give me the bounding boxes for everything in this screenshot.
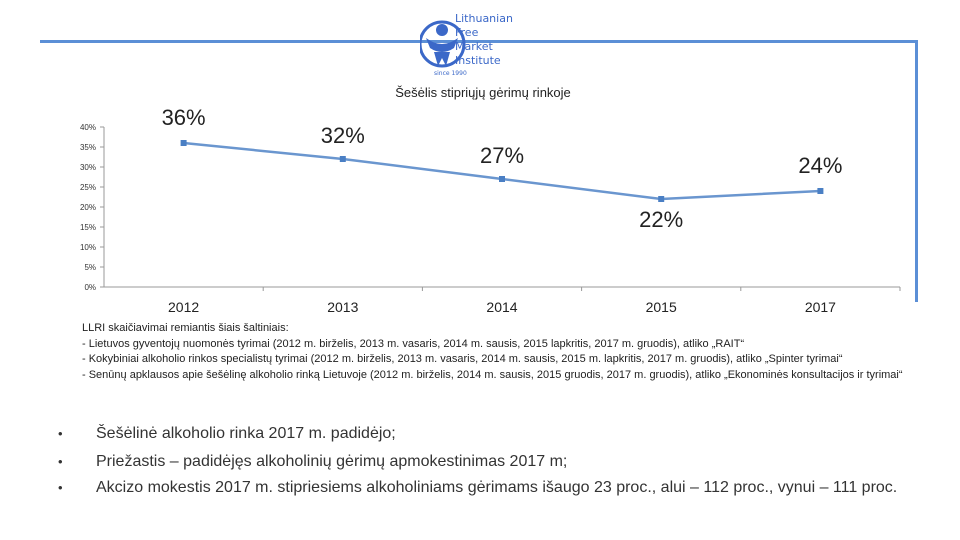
bullet-dot: • bbox=[58, 426, 63, 441]
y-tick-label: 40% bbox=[80, 123, 96, 132]
logo-line: Free bbox=[455, 26, 479, 39]
y-tick-label: 20% bbox=[80, 203, 96, 212]
y-tick-label: 25% bbox=[80, 183, 96, 192]
x-tick-label: 2015 bbox=[646, 299, 677, 315]
slide-frame-right bbox=[915, 40, 918, 302]
data-point-marker bbox=[817, 188, 824, 194]
x-tick-label: 2012 bbox=[168, 299, 199, 315]
logo-line: Lithuanian bbox=[455, 12, 513, 25]
logo-line: Market bbox=[455, 40, 493, 53]
data-point-marker bbox=[339, 156, 346, 162]
source-line: - Kokybiniai alkoholio rinkos specialist… bbox=[82, 353, 843, 366]
logo-year: since 1990 bbox=[434, 70, 467, 77]
bullet-item: • Akcizo mokestis 2017 m. stipriesiems a… bbox=[58, 480, 918, 496]
y-tick-label: 35% bbox=[80, 143, 96, 152]
bullet-dot: • bbox=[58, 454, 63, 469]
bullet-list: • Šešėlinė alkoholio rinka 2017 m. padid… bbox=[58, 424, 918, 496]
data-label: 24% bbox=[798, 153, 842, 178]
y-tick-label: 10% bbox=[80, 243, 96, 252]
y-tick-label: 5% bbox=[84, 263, 96, 272]
source-line: - Lietuvos gyventojų nuomonės tyrimai (2… bbox=[82, 337, 745, 350]
bullet-text: Šešėlinė alkoholio rinka 2017 m. padidėj… bbox=[96, 425, 396, 442]
y-tick-label: 15% bbox=[80, 223, 96, 232]
bullet-dot: • bbox=[58, 480, 63, 495]
slide-frame-top bbox=[40, 40, 918, 43]
x-tick-label: 2013 bbox=[327, 299, 358, 315]
sources-block: LLRI skaičiavimai remiantis šiais šaltin… bbox=[82, 321, 912, 383]
sources-heading: LLRI skaičiavimai remiantis šiais šaltin… bbox=[82, 322, 289, 334]
data-label: 32% bbox=[321, 123, 365, 148]
source-line: - Senūnų apklausos apie šešėlinę alkohol… bbox=[82, 368, 903, 381]
data-point-marker bbox=[499, 176, 505, 182]
y-tick-label: 0% bbox=[84, 283, 96, 292]
data-label: 22% bbox=[639, 207, 683, 232]
line-chart: Šešėlis stipriųjų gėrimų rinkoje 0% 5% 10%… bbox=[80, 85, 901, 315]
data-point-marker bbox=[658, 196, 665, 202]
data-label: 36% bbox=[162, 105, 206, 130]
y-tick-label: 30% bbox=[80, 163, 96, 172]
logo-line: Institute bbox=[455, 54, 501, 67]
lfmi-logo: since 1990 bbox=[420, 20, 467, 77]
logo-text: Lithuanian Free Market Institute bbox=[455, 12, 513, 68]
data-label: 27% bbox=[480, 143, 524, 168]
chart-title: Šešėlis stipriųjų gėrimų rinkoje bbox=[395, 85, 571, 100]
bullet-item: • Priežastis – padidėjęs alkoholinių gėr… bbox=[58, 452, 918, 472]
data-point-marker bbox=[180, 140, 187, 146]
bullet-item: • Šešėlinė alkoholio rinka 2017 m. padid… bbox=[58, 424, 918, 444]
data-labels: 36% 32% 27% 22% 24% bbox=[162, 105, 843, 232]
x-ticks: 2012 2013 2014 2015 2017 bbox=[168, 287, 901, 315]
x-tick-label: 2014 bbox=[486, 299, 517, 315]
markers bbox=[180, 140, 824, 202]
bullet-text: Priežastis – padidėjęs alkoholinių gėrim… bbox=[96, 453, 568, 470]
bullet-text: Akcizo mokestis 2017 m. stipriesiems alk… bbox=[96, 479, 898, 496]
x-tick-label: 2017 bbox=[805, 299, 836, 315]
y-ticks: 0% 5% 10% 15% 20% 25% 30% 35% 40% bbox=[80, 123, 104, 292]
